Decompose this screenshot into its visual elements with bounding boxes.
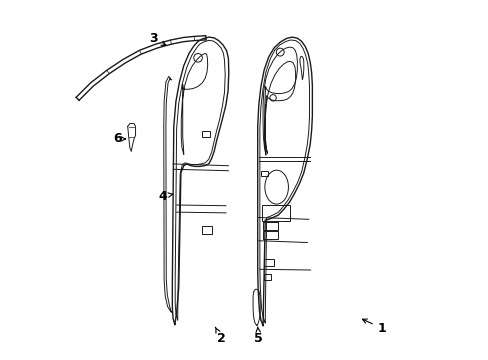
Text: 4: 4 <box>158 190 172 203</box>
Text: 2: 2 <box>215 327 225 346</box>
Text: 3: 3 <box>149 32 165 45</box>
Text: 1: 1 <box>362 319 386 335</box>
Text: 5: 5 <box>254 327 263 346</box>
Text: 6: 6 <box>113 132 125 145</box>
